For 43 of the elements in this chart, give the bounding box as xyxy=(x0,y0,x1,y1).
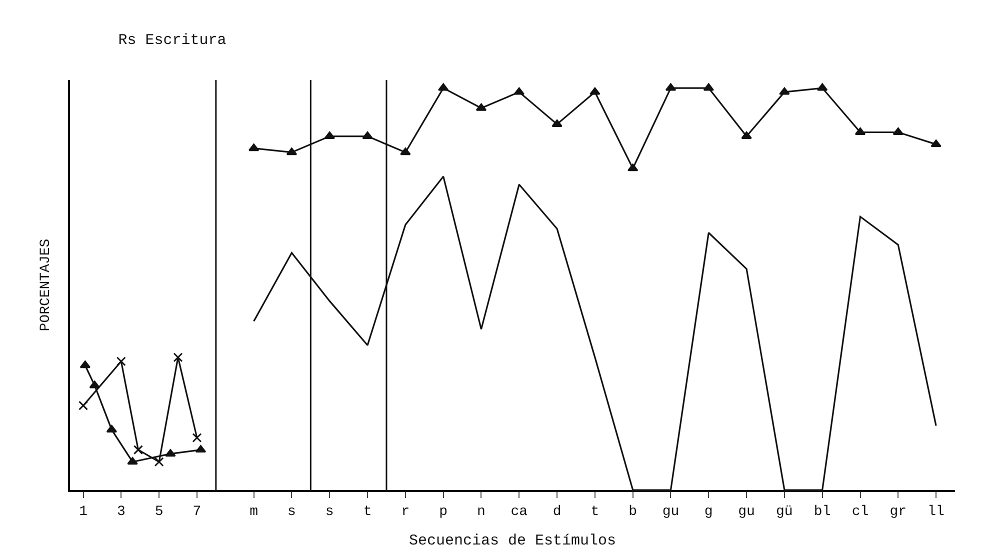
x-tick-label: gü xyxy=(776,504,793,520)
x-tick-label: 5 xyxy=(154,504,164,520)
x-tick-label: ll xyxy=(928,504,944,520)
x-tick-label: t xyxy=(590,504,600,520)
x-axis-title: Secuencias de Estímulos xyxy=(408,532,616,550)
point xyxy=(192,433,202,442)
x-tick-label: 7 xyxy=(192,504,202,520)
point xyxy=(552,119,562,127)
x-tick-label: t xyxy=(363,504,372,520)
point xyxy=(154,457,164,467)
point xyxy=(930,140,942,148)
point xyxy=(324,132,335,140)
x-tick-label: ca xyxy=(510,504,528,520)
x-tick-label: gu xyxy=(662,504,680,520)
x-tick-label: bl xyxy=(814,504,831,520)
point xyxy=(133,445,143,455)
point xyxy=(590,87,600,95)
point xyxy=(400,148,411,156)
x-tick-label: g xyxy=(704,504,713,520)
x-tick-label: cl xyxy=(852,504,869,520)
x-tick-label: gu xyxy=(738,504,755,520)
x-tick-label: 1 xyxy=(79,504,88,520)
point xyxy=(779,87,790,95)
y-axis-title: PORCENTAJES xyxy=(38,238,54,332)
x-tick-label: s xyxy=(325,504,334,520)
x-tick-label: r xyxy=(401,504,410,520)
x-tick-label: p xyxy=(439,504,448,520)
chart-title: Rs Escritura xyxy=(118,32,226,50)
point xyxy=(116,356,126,366)
x-tick-label: d xyxy=(552,504,562,520)
x-tick-label: s xyxy=(288,504,296,520)
x-tick-label: m xyxy=(250,504,258,520)
point xyxy=(514,87,524,95)
x-tick-label: n xyxy=(477,504,486,520)
point xyxy=(165,449,176,457)
point xyxy=(741,132,752,140)
point xyxy=(127,457,138,465)
point xyxy=(362,132,373,140)
x-tick-label: gr xyxy=(890,504,907,520)
point xyxy=(78,400,88,410)
x-tick-label: b xyxy=(628,504,638,520)
x-tick-label: 3 xyxy=(116,504,126,520)
point xyxy=(173,352,183,362)
